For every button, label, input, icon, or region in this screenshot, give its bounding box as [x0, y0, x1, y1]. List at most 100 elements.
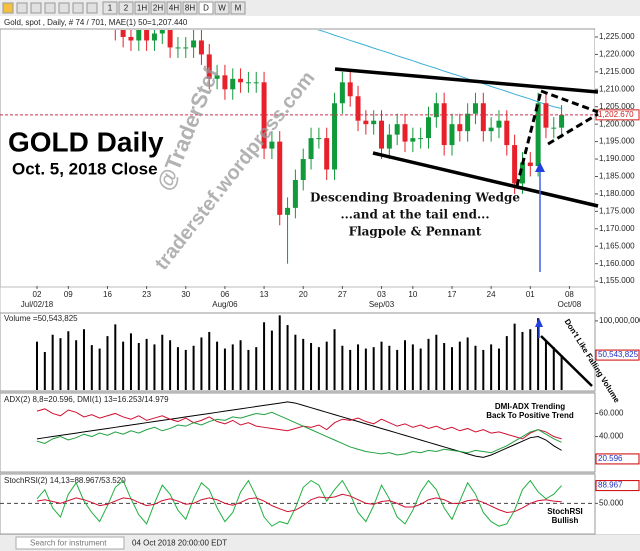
candle-body	[418, 138, 424, 140]
candle-body	[339, 82, 345, 104]
timeframe-button[interactable]	[182, 1, 198, 15]
timeframe-button[interactable]	[102, 1, 118, 15]
y-tick-label: 1,210.000	[599, 84, 635, 93]
y-tick-label: 1,180.000	[599, 189, 635, 198]
annotation: Back To Positive Trend	[486, 411, 574, 420]
toolbar-icon[interactable]	[86, 2, 98, 14]
trendline	[372, 151, 599, 208]
price-box-label: 1,202.670	[598, 110, 634, 119]
toolbar-icon[interactable]	[72, 2, 84, 14]
candle-body	[238, 78, 244, 83]
candle-body	[175, 47, 181, 49]
toolbar-icon[interactable]	[2, 2, 14, 14]
candle-body	[151, 33, 157, 41]
timeframe-button[interactable]	[150, 1, 166, 15]
panel-title: StochRSI(2) 14,13=88.967/53.520	[4, 476, 126, 485]
volume-bar	[247, 349, 250, 390]
candle-body	[120, 30, 126, 37]
x-tick-label: 02	[33, 290, 42, 299]
search-box[interactable]	[15, 536, 125, 550]
candle-body	[472, 103, 478, 114]
timeframe-button[interactable]	[134, 1, 150, 15]
candle-body	[457, 124, 463, 132]
toolbar-icon[interactable]	[58, 2, 70, 14]
timeframe-label: W	[218, 4, 226, 13]
volume-bar	[411, 344, 414, 390]
y-tick-label: 40.000	[599, 432, 624, 441]
candle-body	[300, 159, 306, 180]
candle-body	[269, 141, 275, 149]
volume-bar	[302, 338, 305, 390]
candle-body	[230, 78, 236, 90]
volume-bar	[419, 348, 422, 390]
x-tick-label: 10	[408, 290, 417, 299]
candle-body	[363, 120, 369, 125]
series-line	[36, 401, 562, 458]
search-placeholder: Search for instrument	[30, 539, 107, 548]
toolbar-icon[interactable]	[44, 2, 56, 14]
volume-bar	[161, 334, 164, 390]
toolbar-icon[interactable]	[16, 2, 28, 14]
timeframe-button[interactable]	[166, 1, 182, 15]
arrow-head	[535, 162, 545, 172]
axes: 1,155.000 1,160.000 1,165.000 1,170.000 1,17…	[0, 32, 640, 527]
panel-title: ADX(2) 8,8=20.596, DMI(1) 13=16.253/14.9…	[4, 395, 169, 404]
candle-body	[449, 124, 455, 146]
value-box-label: 20.596	[598, 454, 623, 463]
volume-bar	[325, 341, 328, 390]
value-box-label: 50,543,825	[598, 350, 639, 359]
candle-body	[488, 127, 494, 132]
volume-bar	[216, 341, 219, 390]
volume-bar	[184, 349, 187, 390]
candle-body	[347, 82, 353, 97]
y-tick-label: 1,170.000	[599, 224, 635, 233]
volume-bar	[544, 340, 547, 390]
timeframe-button[interactable]	[198, 1, 214, 15]
candle-body	[496, 120, 502, 128]
y-tick-label: 1,160.000	[599, 259, 635, 268]
candle-body	[324, 138, 330, 170]
timeframe-label: D	[203, 4, 209, 13]
volume-bar	[317, 347, 320, 390]
volume-bar	[208, 331, 211, 390]
volume-bar	[333, 329, 336, 390]
annotation: ...and at the tail end...	[340, 208, 489, 222]
annotation: Bullish	[552, 516, 579, 525]
volume-bar	[497, 348, 500, 390]
x-tick-label: 20	[299, 290, 308, 299]
timeframe-button[interactable]	[230, 1, 246, 15]
candle-body	[214, 75, 220, 79]
y-tick-label: 1,190.000	[599, 154, 635, 163]
timeframe-button[interactable]	[118, 1, 134, 15]
candle-body	[559, 114, 565, 128]
volume-bar	[513, 323, 516, 390]
x-tick-label: 23	[142, 290, 151, 299]
volume-bar	[427, 338, 430, 390]
chart-title: Gold, spot , Daily, # 74 / 701, MAE(1) 5…	[4, 18, 188, 27]
candle-body	[410, 138, 416, 142]
y-tick-label: 1,195.000	[599, 137, 635, 146]
volume-bar	[36, 341, 38, 390]
volume-bar	[137, 343, 140, 390]
candle-body	[543, 103, 549, 128]
volume-bar	[153, 344, 156, 390]
volume-bar	[443, 343, 446, 390]
volume-bar	[270, 330, 273, 390]
volume-bar	[505, 336, 508, 390]
price-panel	[0, 28, 596, 288]
date-label: Oct. 5, 2018 Close	[12, 159, 158, 178]
month-label: Sep/03	[369, 300, 395, 309]
time-axis	[0, 286, 596, 314]
volume-bar	[341, 345, 344, 390]
candle-body	[512, 145, 518, 184]
volume-bar	[176, 347, 179, 390]
timeframe-button[interactable]	[214, 1, 230, 15]
volume-bar	[129, 333, 132, 390]
volume-bar	[482, 349, 485, 390]
toolbar-icon[interactable]	[30, 2, 42, 14]
timeframe-label: 1H	[137, 4, 147, 13]
volume-bar	[263, 322, 266, 390]
volume-bar	[357, 344, 360, 390]
value-box	[595, 349, 640, 361]
x-tick-label: 03	[377, 290, 386, 299]
